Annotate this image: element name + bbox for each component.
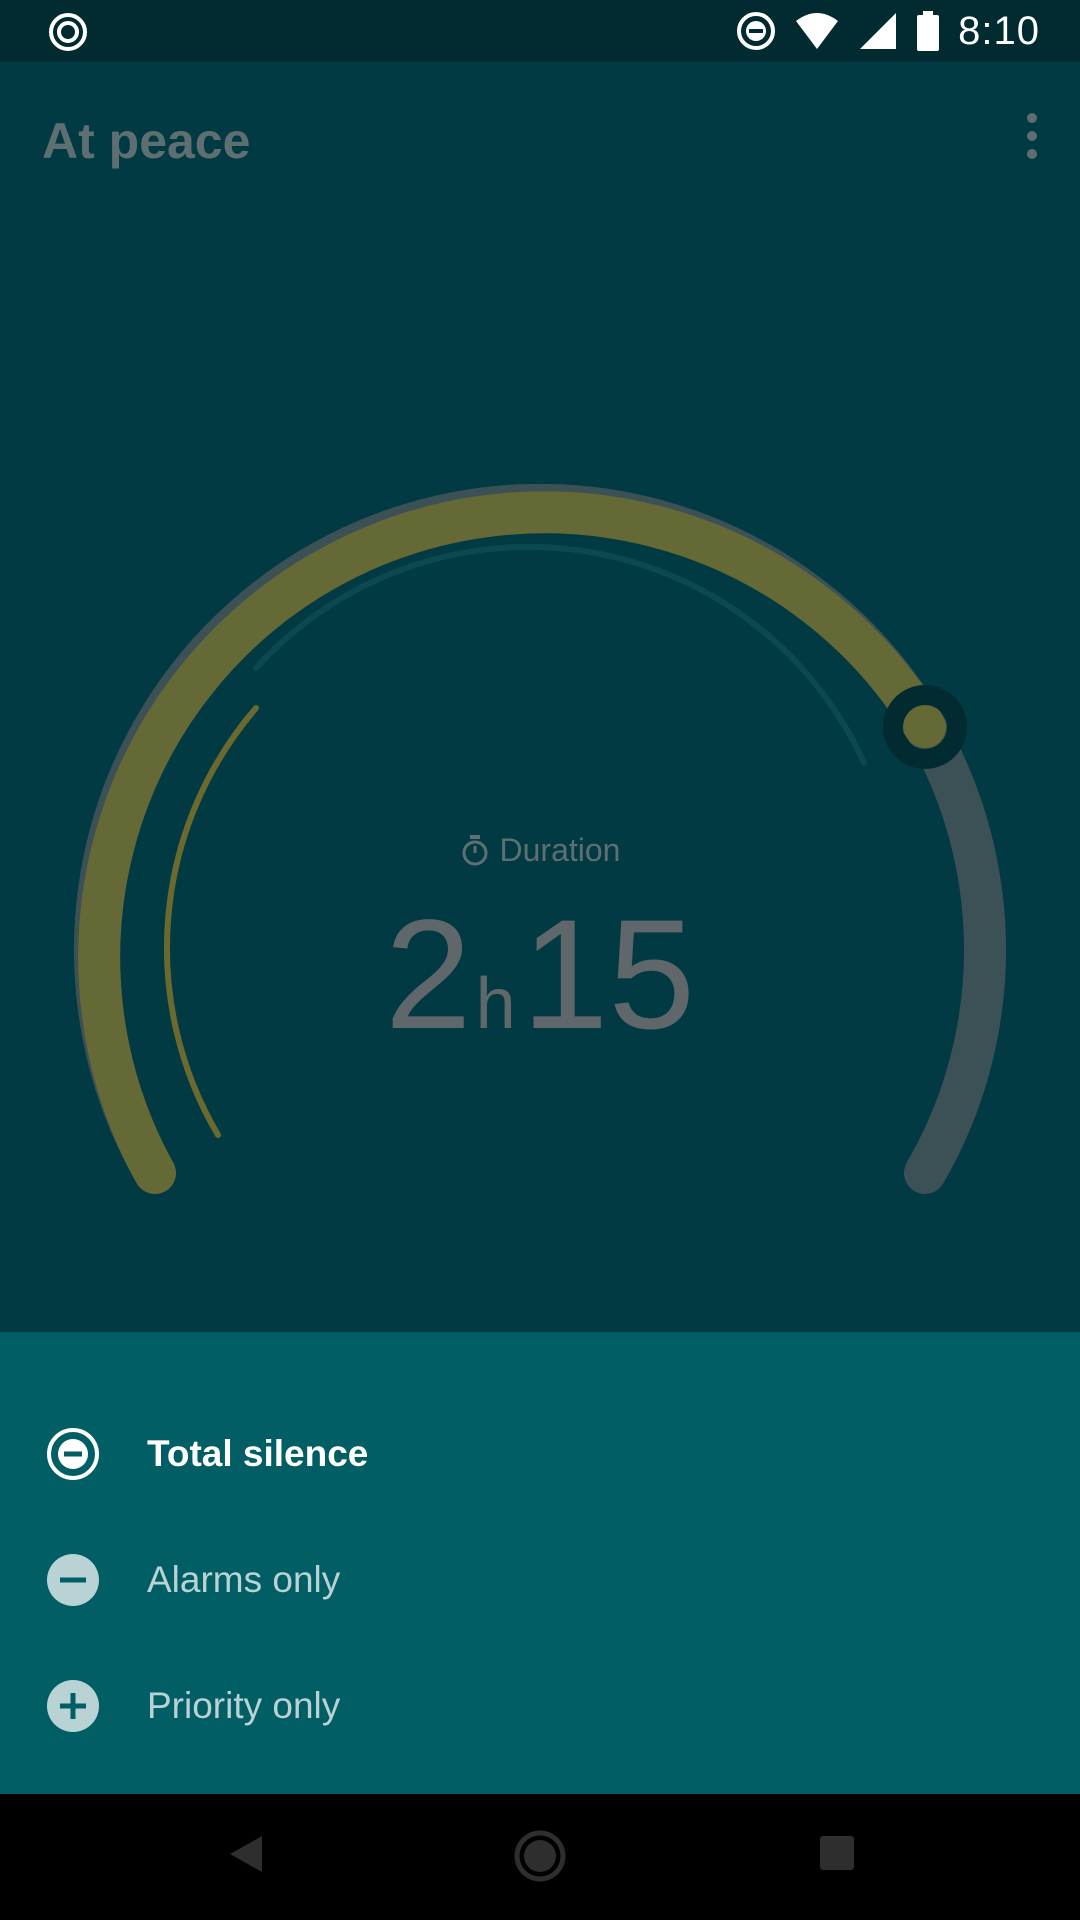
duration-hours: 2	[384, 888, 472, 1062]
mode-alarms-only[interactable]: Alarms only	[0, 1530, 1080, 1630]
duration-minutes: 15	[521, 888, 696, 1062]
duration-value: 2 h 15	[0, 897, 1080, 1053]
dial-progress	[78, 491, 946, 1194]
battery-icon	[917, 11, 940, 51]
more-vert-icon[interactable]	[1014, 106, 1050, 166]
mode-label: Total silence	[147, 1433, 369, 1474]
mode-total-silence[interactable]: Total silence	[0, 1404, 1080, 1504]
home-icon[interactable]	[508, 1824, 572, 1888]
mode-label: Priority only	[147, 1685, 341, 1726]
duration-hours-unit: h	[475, 964, 516, 1044]
back-icon[interactable]	[218, 1824, 278, 1884]
recents-icon[interactable]	[808, 1824, 868, 1884]
dial-inner-progress	[164, 705, 259, 1138]
alarms-only-icon	[47, 1554, 99, 1606]
status-bar: 8:10	[0, 0, 1080, 62]
navigation-bar	[0, 1794, 1080, 1920]
duration-label-text: Duration	[499, 832, 621, 868]
status-clock: 8:10	[958, 8, 1040, 53]
duration-dial[interactable]	[0, 62, 1080, 1332]
duration-label: Duration	[0, 832, 1080, 869]
timer-icon	[462, 834, 488, 865]
total-silence-icon	[47, 1428, 99, 1480]
main-area: At peace Duration 2 h 15	[0, 62, 1080, 1332]
mode-sheet: Total silence Alarms only Priority only	[0, 1332, 1080, 1794]
wifi-icon	[796, 13, 839, 49]
dial-inner-track	[253, 544, 867, 766]
mode-priority-only[interactable]: Priority only	[0, 1656, 1080, 1756]
mode-label: Alarms only	[147, 1559, 341, 1600]
page-title: At peace	[42, 113, 251, 169]
dial-handle[interactable]	[883, 685, 967, 769]
priority-only-icon	[47, 1680, 99, 1732]
target-icon	[49, 13, 87, 51]
signal-icon	[860, 13, 897, 49]
do-not-disturb-icon	[737, 12, 776, 50]
